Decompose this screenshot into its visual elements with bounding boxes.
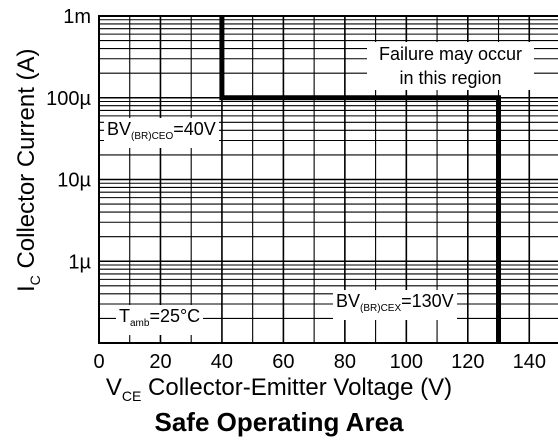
tamb-subscript: amb [130,318,150,329]
y-axis-subscript: C [27,275,43,286]
y-axis-symbol: I [13,285,40,292]
failure-line-1: Failure may occur [378,44,523,64]
y-tick-labels: 1µ 10µ 100µ 1m [46,6,91,273]
bvceo-value: =40V [173,119,216,139]
bvcex-value: =130V [401,291,454,311]
chart-title: Safe Operating Area [154,407,404,437]
x-tick-label: 140 [513,351,546,373]
bvcex-prefix: BV [336,291,361,311]
bvcex-annotation: BV(BR)CEX=130V [333,290,457,320]
x-tick-label: 40 [211,351,233,373]
x-tick-label: 120 [451,351,484,373]
bvceo-prefix: BV [107,119,132,139]
x-tick-label: 0 [93,351,104,373]
tamb-annotation: Tamb=25°C [116,305,204,335]
x-tick-labels: 0 20 40 60 80 100 120 140 [93,351,546,373]
x-tick-label: 20 [149,351,171,373]
y-axis-text: Collector Current (A) [13,48,40,276]
tamb-prefix: T [119,306,130,326]
y-tick-label: 1µ [68,251,91,273]
bvceo-subscript: (BR)CEO [131,131,174,142]
failure-line-2: in this region [399,68,502,88]
x-axis-subscript: CE [121,388,142,404]
soa-boundary-line [219,16,501,343]
x-tick-label: 80 [334,351,356,373]
y-tick-label: 1m [63,6,91,28]
bvcex-subscript: (BR)CEX [360,303,402,314]
x-tick-label: 60 [272,351,294,373]
plot-frame [98,15,558,344]
y-axis-label: IC Collector Current (A) [12,48,43,292]
failure-region-annotation: Failure may occur in this region [367,42,534,90]
y-tick-label: 100µ [46,88,91,110]
x-tick-label: 100 [390,351,423,373]
x-axis-text: Collector-Emitter Voltage (V) [141,374,453,401]
tamb-value: =25°C [149,306,201,326]
x-axis-symbol: V [105,374,122,401]
x-axis-label: VCE Collector-Emitter Voltage (V) [0,373,558,411]
bvceo-annotation: BV(BR)CEO=40V [104,118,219,148]
y-tick-label: 10µ [57,170,91,192]
